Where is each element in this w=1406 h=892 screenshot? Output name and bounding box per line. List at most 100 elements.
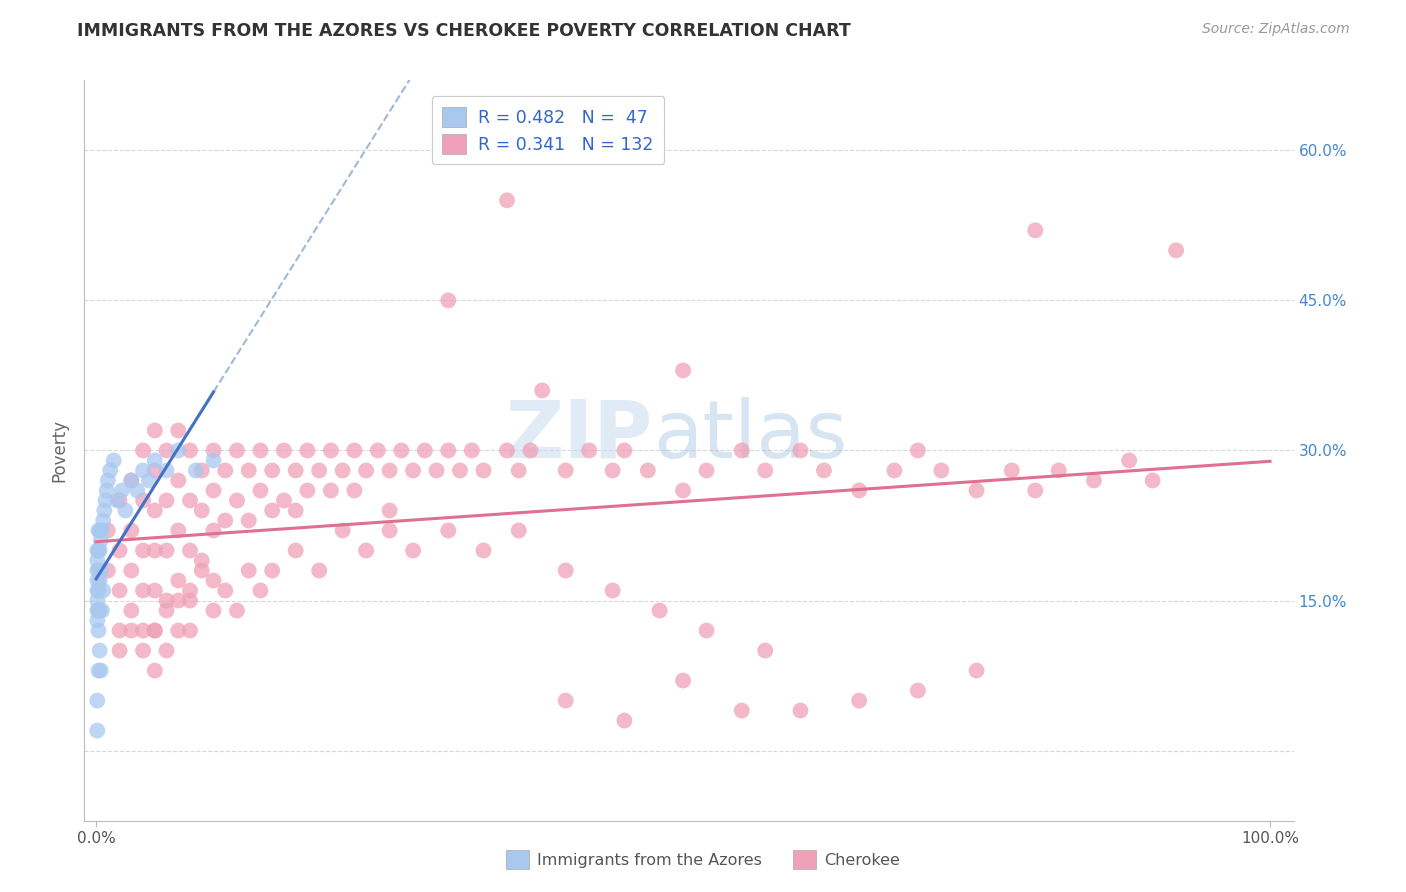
Point (90, 564, 112, 578)
Point (179, 493, 201, 508)
Point (132, 493, 155, 508)
Point (437, 293, 460, 308)
Point (249, 583, 271, 598)
Point (91, 583, 114, 598)
Point (108, 543, 131, 558)
Point (297, 443, 319, 458)
Point (602, 463, 624, 477)
Point (155, 463, 177, 477)
Point (848, 483, 870, 498)
Point (907, 683, 929, 698)
Point (190, 553, 212, 567)
Point (132, 463, 155, 477)
Point (519, 443, 541, 458)
Point (696, 624, 718, 638)
Point (143, 583, 166, 598)
Point (202, 603, 225, 617)
Point (308, 463, 330, 477)
Point (97, 524, 120, 538)
Point (86, 553, 108, 567)
Point (155, 443, 177, 458)
Point (472, 463, 495, 477)
Point (672, 363, 695, 377)
Text: atlas: atlas (652, 397, 846, 475)
Point (143, 463, 166, 477)
Point (249, 443, 271, 458)
Point (343, 443, 366, 458)
Point (98, 463, 121, 477)
Point (89, 603, 111, 617)
Point (167, 574, 190, 588)
Point (89, 643, 111, 657)
Point (508, 524, 530, 538)
Point (190, 564, 212, 578)
Point (86, 593, 108, 607)
Point (155, 603, 177, 617)
Point (155, 593, 177, 607)
Point (273, 493, 295, 508)
Point (602, 583, 624, 598)
Point (637, 463, 659, 477)
Point (93, 503, 115, 517)
Point (226, 493, 249, 508)
Point (94, 493, 117, 508)
Point (143, 453, 166, 467)
Point (402, 543, 425, 558)
Point (554, 693, 576, 707)
Point (531, 384, 554, 398)
Point (111, 483, 134, 498)
Text: ZIP: ZIP (505, 397, 652, 475)
Text: IMMIGRANTS FROM THE AZORES VS CHEROKEE POVERTY CORRELATION CHART: IMMIGRANTS FROM THE AZORES VS CHEROKEE P… (77, 22, 851, 40)
Point (190, 463, 212, 477)
Point (143, 424, 166, 438)
Point (132, 643, 155, 657)
Point (262, 503, 284, 517)
Point (472, 543, 495, 558)
Point (97, 474, 120, 488)
Point (284, 503, 307, 517)
Point (789, 443, 811, 458)
Point (202, 453, 225, 467)
Point (378, 524, 401, 538)
Point (496, 443, 519, 458)
Point (696, 463, 718, 477)
Point (120, 524, 142, 538)
Point (262, 463, 284, 477)
Point (86, 693, 108, 707)
Point (214, 514, 236, 528)
Point (143, 543, 166, 558)
Point (167, 443, 190, 458)
Point (87, 603, 110, 617)
Point (461, 443, 484, 458)
Point (184, 463, 207, 477)
Point (120, 603, 142, 617)
Legend: R = 0.482   N =  47, R = 0.341   N = 132: R = 0.482 N = 47, R = 0.341 N = 132 (432, 96, 664, 164)
Point (87, 543, 110, 558)
Point (143, 664, 166, 678)
Point (167, 593, 190, 607)
Point (143, 503, 166, 517)
Point (249, 483, 271, 498)
Point (87, 624, 110, 638)
Point (179, 624, 201, 638)
Point (86, 603, 108, 617)
Point (86, 614, 108, 628)
Point (308, 564, 330, 578)
Point (86, 543, 108, 558)
Point (496, 194, 519, 208)
Point (89, 543, 111, 558)
Point (297, 483, 319, 498)
Point (378, 503, 401, 517)
Point (284, 543, 307, 558)
Point (1024, 223, 1046, 237)
Point (332, 463, 354, 477)
Point (90, 664, 112, 678)
Point (508, 463, 530, 477)
Point (425, 463, 447, 477)
Point (966, 483, 988, 498)
Point (332, 524, 354, 538)
Point (613, 714, 636, 728)
Point (89, 574, 111, 588)
Point (91, 603, 114, 617)
Point (167, 524, 190, 538)
